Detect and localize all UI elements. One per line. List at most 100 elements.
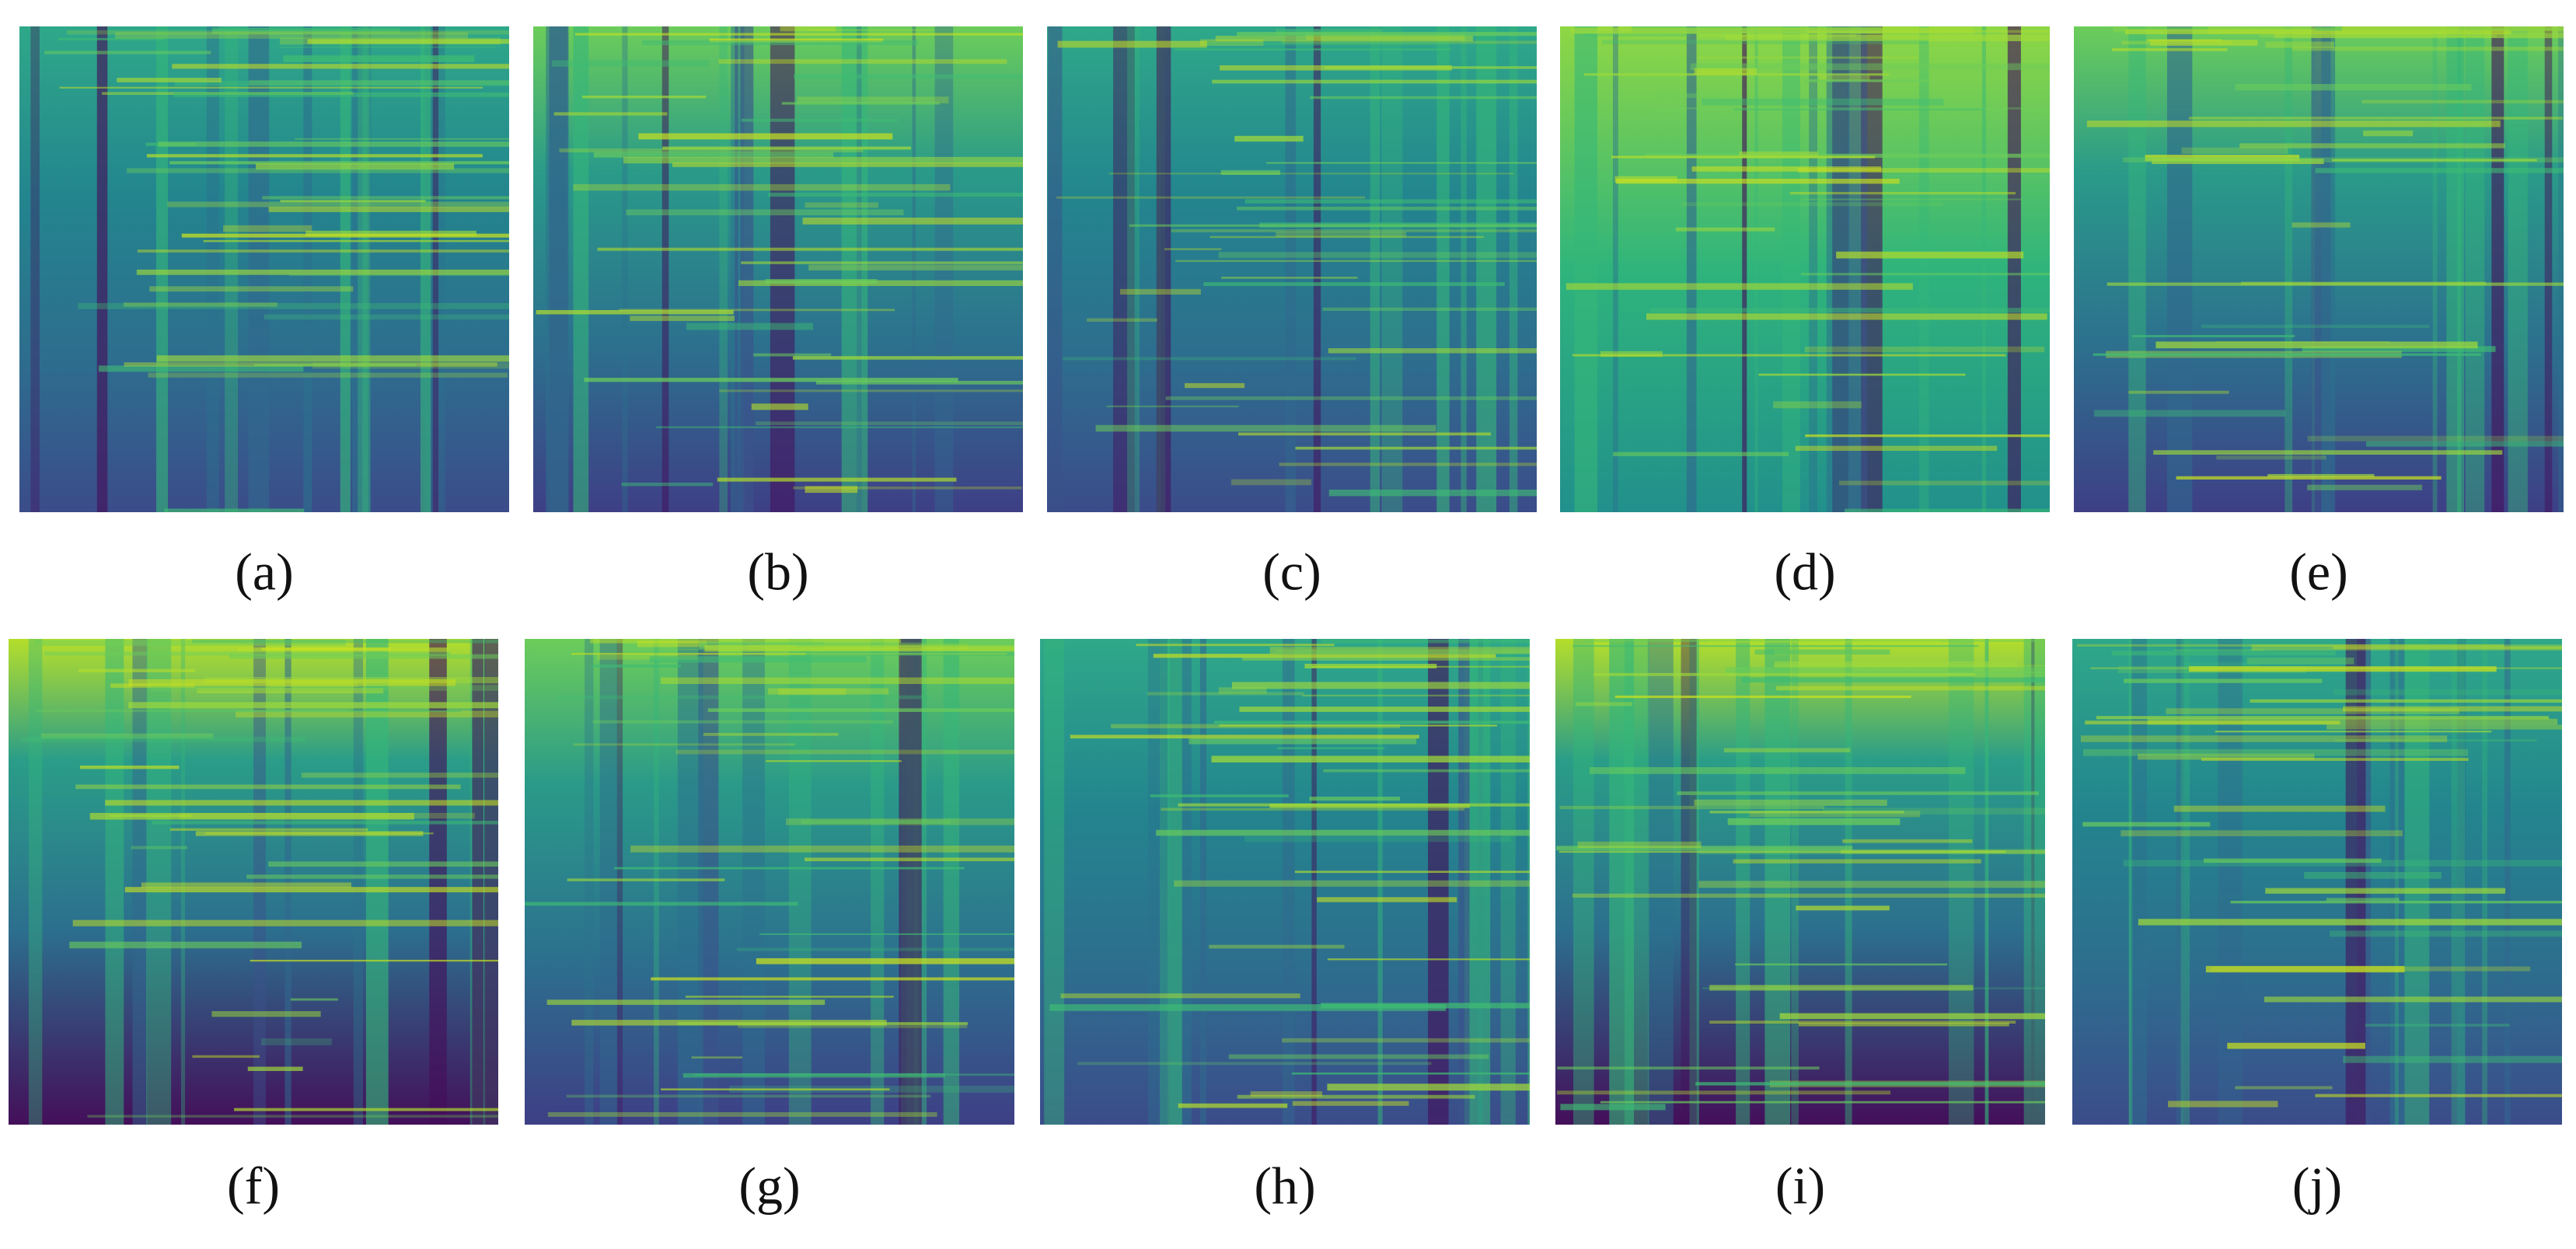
frequency-band (1219, 724, 1497, 727)
frequency-band (792, 356, 1023, 360)
frequency-band (1165, 396, 1537, 400)
frequency-band (44, 651, 451, 656)
frequency-band (1095, 424, 1436, 432)
frequency-band (2155, 341, 2478, 349)
time-stripe (1613, 26, 1618, 512)
frequency-band (127, 168, 509, 173)
frequency-band (1317, 897, 1457, 902)
frequency-band (305, 230, 476, 236)
time-stripe (155, 26, 169, 512)
spectrogram (525, 639, 1014, 1125)
time-stripe (2482, 639, 2487, 1125)
frequency-band (307, 39, 509, 44)
frequency-band (1723, 748, 1851, 753)
time-stripe (1381, 26, 1403, 512)
time-stripe (735, 26, 738, 512)
frequency-band (1150, 794, 1289, 797)
frequency-band (1842, 839, 1973, 843)
frequency-band (197, 688, 384, 694)
frequency-band (72, 919, 498, 926)
frequency-band (1797, 168, 2050, 173)
time-stripe (1574, 26, 1598, 512)
frequency-band (766, 760, 902, 762)
time-stripe (585, 639, 594, 1125)
frequency-band (87, 1115, 498, 1118)
frequency-band (1178, 1103, 1288, 1108)
frequency-band (2189, 666, 2497, 672)
frequency-band (2315, 168, 2564, 173)
time-stripe (1754, 26, 1758, 512)
frequency-band (1049, 1004, 1447, 1011)
time-stripe (841, 26, 868, 512)
frequency-band (2085, 720, 2340, 725)
frequency-band (1565, 283, 1913, 290)
frequency-band (1178, 803, 1530, 807)
time-stripe (1809, 26, 1817, 512)
frequency-band (20, 736, 306, 742)
frequency-band (2093, 353, 2481, 356)
frequency-band (1305, 34, 1465, 40)
frequency-band (765, 279, 878, 284)
time-stripe (2128, 639, 2133, 1125)
frequency-band (2131, 334, 2295, 338)
frequency-band (1600, 351, 1663, 358)
frequency-band (649, 656, 867, 663)
frequency-band (128, 679, 456, 686)
time-stripe (943, 639, 960, 1125)
time-stripe (857, 26, 862, 512)
time-stripe (599, 639, 618, 1125)
frequency-band (685, 996, 894, 998)
frequency-band (566, 1094, 931, 1098)
frequency-band (781, 102, 940, 105)
frequency-band (756, 421, 1023, 425)
frequency-band (158, 141, 509, 147)
frequency-band (2123, 157, 2564, 162)
spectrogram-background (1555, 639, 2045, 1125)
frequency-band (2176, 476, 2442, 480)
frequency-band (1057, 40, 1207, 48)
frequency-band (592, 720, 893, 724)
frequency-band (1583, 33, 1690, 37)
frequency-band (1839, 480, 2050, 486)
frequency-band (1739, 151, 1818, 159)
frequency-band (2211, 966, 2531, 972)
time-stripe (661, 26, 669, 512)
frequency-band (2341, 26, 2564, 31)
time-stripe (1527, 639, 1530, 1125)
frequency-band (1614, 695, 1911, 699)
frequency-band (167, 201, 509, 208)
time-stripe (2285, 26, 2293, 512)
frequency-band (736, 947, 1014, 951)
frequency-band (1577, 841, 1702, 849)
frequency-band (780, 26, 836, 32)
spectrogram (9, 639, 498, 1125)
frequency-band (567, 878, 725, 881)
frequency-band (2153, 450, 2503, 455)
time-stripe (770, 26, 795, 512)
frequency-band (547, 1111, 937, 1117)
frequency-band (261, 647, 392, 651)
frequency-band (1302, 694, 1530, 697)
frequency-band (630, 316, 735, 321)
frequency-band (656, 426, 1023, 428)
time-stripe (484, 639, 498, 1125)
spectrogram (1040, 639, 1530, 1125)
frequency-band (192, 1055, 260, 1058)
frequency-band (1694, 799, 1887, 806)
spectrogram (1047, 26, 1537, 512)
frequency-band (1323, 769, 1530, 773)
spectrogram-background (1560, 26, 2050, 512)
frequency-band (591, 664, 681, 668)
frequency-band (69, 941, 302, 949)
frequency-band (35, 709, 349, 713)
time-stripe (1377, 639, 1383, 1125)
time-stripe (1948, 639, 1974, 1125)
frequency-band (1556, 846, 1853, 851)
frequency-band (614, 867, 965, 870)
frequency-band (1823, 808, 2045, 815)
frequency-band (1709, 811, 1904, 814)
time-stripe (146, 639, 172, 1125)
time-stripe (616, 639, 623, 1125)
frequency-band (1244, 199, 1537, 204)
frequency-band (1175, 260, 1537, 262)
